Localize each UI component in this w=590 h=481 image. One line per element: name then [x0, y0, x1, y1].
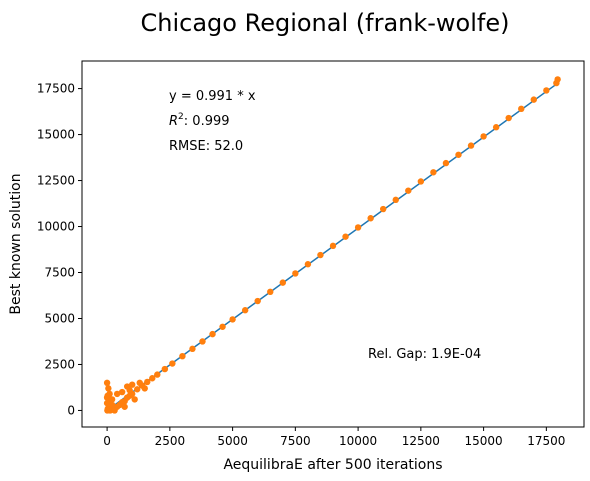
- data-point: [354, 224, 362, 231]
- data-point: [329, 242, 337, 250]
- y-axis: 0 2500 5000 7500 10000 12500 15000 17500: [37, 82, 82, 417]
- data-point: [304, 261, 312, 268]
- data-point: [254, 297, 261, 305]
- data-point: [111, 407, 118, 414]
- y-tick-label: 7500: [44, 266, 75, 280]
- data-point: [134, 386, 141, 393]
- data-point: [492, 124, 500, 131]
- r-squared-value: : 0.999: [184, 114, 230, 129]
- data-point: [505, 114, 512, 122]
- r-squared-annotation: R2: 0.999: [169, 112, 230, 129]
- data-point: [367, 215, 374, 222]
- data-point: [380, 205, 387, 213]
- y-tick-label: 12500: [37, 174, 75, 188]
- data-point: [141, 385, 148, 392]
- x-tick-label: 7500: [280, 434, 311, 448]
- data-point: [154, 371, 161, 378]
- data-point: [480, 133, 487, 140]
- data-point: [267, 288, 274, 296]
- data-point: [108, 396, 116, 403]
- data-point: [209, 330, 216, 338]
- data-point: [417, 178, 425, 185]
- y-tick-label: 0: [67, 403, 75, 417]
- data-point: [518, 105, 525, 113]
- data-point: [103, 394, 111, 401]
- r-squared-symbol: R: [169, 114, 178, 129]
- x-tick-label: 5000: [217, 434, 248, 448]
- rmse-annotation: RMSE: 52.0: [169, 139, 243, 154]
- y-tick-label: 15000: [37, 128, 75, 142]
- x-axis: 0 2500 5000 7500 10000 12500 15000 17500: [103, 427, 565, 448]
- chart-title: Chicago Regional (frank-wolfe): [141, 9, 510, 37]
- data-point: [279, 279, 286, 286]
- data-point: [317, 251, 324, 259]
- data-point: [467, 142, 475, 149]
- plot-area: [103, 76, 561, 414]
- data-point: [103, 399, 111, 407]
- rel-gap-annotation: Rel. Gap: 1.9E-04: [368, 347, 481, 362]
- data-point: [118, 388, 126, 396]
- data-point: [442, 159, 450, 167]
- x-tick-label: 10000: [339, 434, 377, 448]
- x-tick-label: 0: [103, 434, 111, 448]
- data-point: [161, 365, 169, 373]
- x-tick-label: 15000: [465, 434, 503, 448]
- data-point: [392, 196, 399, 204]
- data-point: [241, 307, 249, 314]
- x-tick-label: 17500: [527, 434, 565, 448]
- data-point: [554, 76, 561, 83]
- data-point: [144, 378, 151, 386]
- data-point: [405, 187, 412, 194]
- data-point: [189, 345, 196, 353]
- data-point: [121, 403, 128, 410]
- equation-annotation: y = 0.991 * x: [169, 89, 256, 104]
- y-tick-label: 2500: [44, 357, 75, 371]
- data-point: [219, 323, 226, 330]
- data-point: [199, 338, 206, 345]
- x-axis-label: AequilibraE after 500 iterations: [223, 457, 442, 473]
- data-point: [342, 233, 349, 240]
- data-point: [103, 379, 111, 387]
- r-squared-exponent: 2: [178, 112, 184, 122]
- y-tick-label: 5000: [44, 311, 75, 325]
- data-point: [104, 407, 111, 414]
- y-tick-label: 10000: [37, 220, 75, 234]
- y-tick-label: 17500: [37, 82, 75, 96]
- data-point: [126, 387, 133, 394]
- data-point: [430, 169, 437, 176]
- y-axis-label: Best known solution: [8, 173, 24, 314]
- data-point: [113, 390, 121, 398]
- x-tick-label: 12500: [402, 434, 440, 448]
- data-point: [129, 381, 136, 388]
- axes-frame: [81, 60, 585, 428]
- data-point: [455, 151, 462, 158]
- data-point: [179, 352, 186, 360]
- data-point: [149, 375, 156, 382]
- data-point: [530, 96, 537, 103]
- data-point: [136, 379, 143, 387]
- data-point: [169, 360, 176, 367]
- data-point: [543, 87, 550, 94]
- data-point: [229, 316, 236, 323]
- data-point: [105, 385, 112, 392]
- data-point: [292, 270, 299, 277]
- x-tick-label: 2500: [155, 434, 186, 448]
- data-point: [131, 396, 138, 403]
